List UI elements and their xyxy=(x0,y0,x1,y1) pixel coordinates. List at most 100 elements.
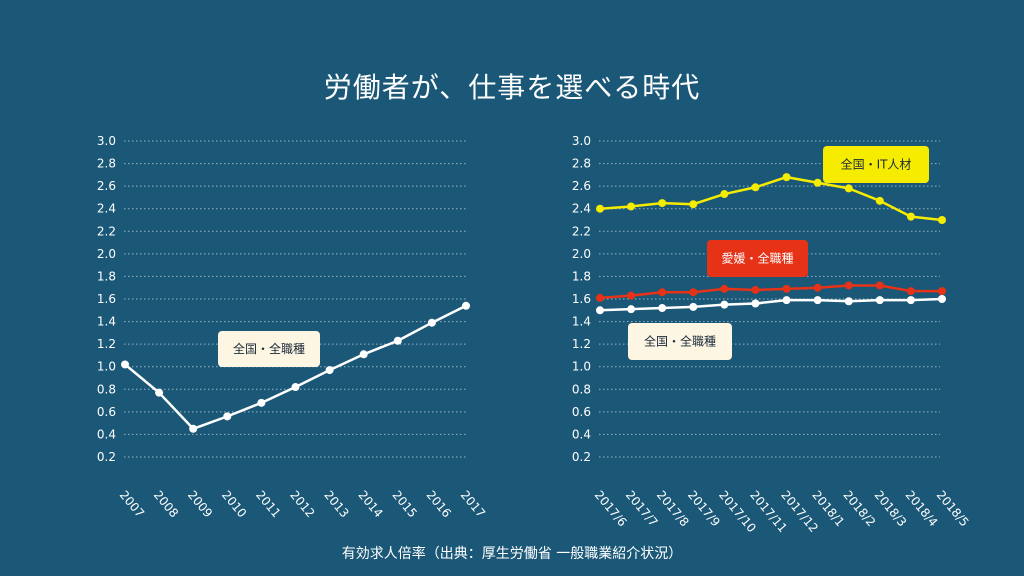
data-point xyxy=(844,281,853,290)
x-tick-label: 2018/5 xyxy=(934,488,972,529)
x-tick-label: 2010 xyxy=(219,488,249,520)
data-point xyxy=(596,306,604,315)
y-tick-label: 0.4 xyxy=(572,427,591,441)
data-point xyxy=(291,383,300,392)
y-tick-label: 0.6 xyxy=(572,405,591,419)
data-point xyxy=(720,284,729,293)
data-point xyxy=(875,281,884,290)
page-title: 労働者が、仕事を選べる時代 xyxy=(323,71,701,104)
series-line xyxy=(599,284,942,300)
data-point xyxy=(155,388,164,397)
data-point xyxy=(720,190,729,199)
y-tick-label: 0.8 xyxy=(97,382,116,396)
y-tick-label: 2.0 xyxy=(572,247,591,261)
y-tick-label: 1.4 xyxy=(97,315,116,329)
data-point xyxy=(938,216,946,224)
series-line xyxy=(599,297,943,312)
data-point xyxy=(751,183,760,192)
data-point xyxy=(658,304,667,313)
data-point xyxy=(751,299,760,308)
y-tick-label: 0.4 xyxy=(97,427,116,441)
data-point xyxy=(938,295,946,303)
data-point xyxy=(813,283,822,292)
x-tick-label: 2013 xyxy=(321,488,351,520)
y-tick-label: 1.8 xyxy=(572,269,591,283)
data-point xyxy=(844,184,853,193)
x-tick-label: 2017 xyxy=(458,488,488,520)
x-tick-label: 2008 xyxy=(151,488,181,520)
data-point xyxy=(875,196,884,205)
y-tick-label: 1.2 xyxy=(572,337,591,351)
data-point xyxy=(257,398,266,407)
data-point xyxy=(325,366,334,375)
x-tick-label: 2011 xyxy=(253,488,283,520)
data-point xyxy=(189,424,198,433)
data-point xyxy=(627,202,636,211)
chart-monthly-comparison: 0.2 0.4 0.6 0.8 1.0 1.2 1.4 1.6 1.8 2.0 2.2 2.4 2.6 2… xyxy=(572,134,972,535)
data-point xyxy=(658,288,667,297)
x-tick-label: 2017/6 xyxy=(592,488,630,529)
y-tick-label: 0.2 xyxy=(97,450,116,464)
data-point xyxy=(689,288,698,297)
y-tick-label: 0.2 xyxy=(572,450,591,464)
data-point xyxy=(596,293,604,302)
data-point xyxy=(782,296,791,305)
series-label: 全国・IT人材 xyxy=(841,157,912,172)
x-tick-label: 2015 xyxy=(390,488,420,520)
data-point xyxy=(223,412,232,421)
x-tick-label: 2017/9 xyxy=(685,488,723,529)
y-tick-label: 2.2 xyxy=(97,224,116,238)
x-tick-label: 2014 xyxy=(355,488,385,520)
data-point xyxy=(782,173,791,182)
y-tick-label: 2.2 xyxy=(572,224,591,238)
data-point xyxy=(427,318,436,327)
series-label: 全国・全職種 xyxy=(644,334,716,349)
x-tick-label: 2017/7 xyxy=(623,488,661,529)
y-tick-label: 0.6 xyxy=(97,405,116,419)
data-point xyxy=(906,212,915,221)
x-tick-label: 2018/3 xyxy=(872,488,910,529)
data-point xyxy=(875,296,884,305)
series-label-box xyxy=(707,240,808,277)
series-label-box xyxy=(823,146,929,183)
source-caption: 有効求人倍率（出典：厚生労働省 一般職業紹介状況） xyxy=(341,546,683,562)
data-point xyxy=(720,300,729,309)
chart-national-all-jobs: 0.2 0.4 0.6 0.8 1.0 1.2 1.4 1.6 1.8 2.0 2.2 2.4 2.6 2… xyxy=(97,134,488,520)
series-label-box xyxy=(628,323,732,360)
data-point xyxy=(462,301,470,310)
y-tick-label: 2.0 xyxy=(97,247,116,261)
y-tick-label: 1.6 xyxy=(97,292,116,306)
data-point xyxy=(658,199,667,208)
series-label: 愛媛・全職種 xyxy=(721,251,793,266)
y-tick-label: 2.4 xyxy=(97,202,116,216)
x-tick-label: 2016 xyxy=(424,488,454,520)
y-tick-label: 1.2 xyxy=(97,337,116,351)
data-point xyxy=(359,350,368,359)
y-tick-label: 3.0 xyxy=(572,134,591,148)
data-point xyxy=(844,297,853,306)
data-point xyxy=(596,204,604,213)
x-tick-label: 2018/2 xyxy=(840,488,878,529)
y-tick-label: 2.4 xyxy=(572,202,591,216)
y-tick-label: 0.8 xyxy=(572,382,591,396)
x-tick-label: 2018/4 xyxy=(903,488,941,529)
data-point xyxy=(906,287,915,296)
x-tick-label: 2007 xyxy=(117,488,147,520)
data-point xyxy=(751,285,760,294)
data-point xyxy=(813,178,822,187)
y-tick-label: 1.0 xyxy=(97,360,116,374)
data-point xyxy=(393,336,402,345)
y-tick-label: 1.0 xyxy=(572,360,591,374)
series-label: 全国・全職種 xyxy=(233,341,305,356)
data-point xyxy=(906,296,915,305)
x-tick-label: 2012 xyxy=(287,488,317,520)
y-tick-label: 2.8 xyxy=(97,157,116,171)
data-point xyxy=(813,296,822,305)
series-line xyxy=(599,175,943,222)
data-point xyxy=(782,284,791,293)
y-tick-label: 2.6 xyxy=(97,179,116,193)
data-point xyxy=(121,360,129,369)
data-point xyxy=(689,200,698,209)
y-tick-label: 1.4 xyxy=(572,315,591,329)
